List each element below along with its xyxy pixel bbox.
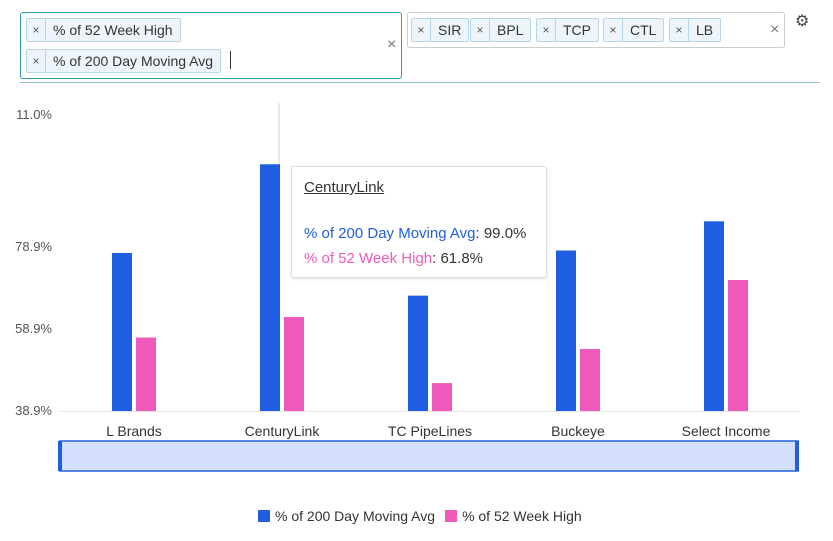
tooltip-series-name: % of 200 Day Moving Avg [304,225,476,242]
legend-item[interactable]: % of 200 Day Moving Avg [258,508,435,524]
y-tick-label: 38.9% [15,403,52,418]
tag-label: CTL [630,22,657,38]
tooltip-row: % of 200 Day Moving Avg: 99.0% [304,225,527,242]
ticker-tag: × BPL [470,18,532,42]
x-tick-label: L Brands [106,423,162,439]
navigator-handle-right[interactable] [795,441,799,471]
y-tick-label: 78.9% [15,239,52,254]
bar[interactable] [284,316,304,411]
remove-tag-icon[interactable]: × [670,19,689,41]
tag-label: % of 52 Week High [53,22,173,38]
remove-tag-icon[interactable]: × [27,19,46,41]
navigator-handle-left[interactable] [58,441,62,471]
x-tick-label: TC PipeLines [388,423,472,439]
bar[interactable] [136,337,156,411]
bar[interactable] [556,250,576,411]
bar[interactable] [260,164,280,411]
legend-swatch [445,510,458,522]
tooltip-row: % of 52 Week High: 61.8% [304,250,484,267]
tooltip-series-name: % of 52 Week High [304,250,433,267]
metric-tag: × % of 52 Week High [26,18,181,42]
legend-swatch [258,510,270,522]
legend-label: % of 200 Day Moving Avg [275,508,436,524]
x-tick-label: Buckeye [551,423,605,439]
gear-icon[interactable]: ⚙ [795,13,810,30]
legend-item[interactable]: % of 52 Week High [445,508,582,524]
tooltip-title: CenturyLink [304,179,385,196]
metric-selector[interactable]: × % of 52 Week High × % of 200 Day Movin… [20,12,402,79]
tag-label: BPL [497,22,524,38]
bar[interactable] [432,383,452,411]
remove-tag-icon[interactable]: × [27,50,46,72]
tooltip-value: 61.8% [440,250,484,267]
tag-label: % of 200 Day Moving Avg [53,53,214,69]
ticker-tag: × TCP [536,18,599,42]
tooltip-value: 99.0% [483,225,527,242]
bar[interactable] [580,349,600,411]
remove-tag-icon[interactable]: × [412,19,431,41]
tag-label: TCP [563,22,591,38]
ticker-selector[interactable]: × SIR × BPL × TCP × CTL × LB × [407,12,785,48]
legend-label: % of 52 Week High [462,508,582,524]
text-cursor [230,51,231,69]
bar[interactable] [728,280,748,411]
bar[interactable] [704,221,724,411]
tag-label: LB [696,22,714,38]
x-tick-label: CenturyLink [245,423,321,439]
ticker-tag: × CTL [603,18,665,42]
remove-tag-icon[interactable]: × [537,19,556,41]
range-navigator[interactable] [59,440,799,472]
remove-tag-icon[interactable]: × [471,19,490,41]
x-tick-label: Select Income [682,423,771,439]
divider [20,82,820,83]
chart-legend: % of 200 Day Moving Avg % of 52 Week Hig… [258,508,592,524]
y-tick-label: 58.9% [15,321,52,336]
bar[interactable] [408,295,428,411]
clear-metrics-icon[interactable]: × [387,36,397,53]
clear-tickers-icon[interactable]: × [770,21,780,38]
tag-label: SIR [438,22,462,38]
remove-tag-icon[interactable]: × [604,19,623,41]
metric-tag: × % of 200 Day Moving Avg [26,49,222,73]
bar[interactable] [112,252,132,411]
y-tick-label: 11.0% [16,107,52,122]
ticker-tag: × SIR [411,18,470,42]
ticker-tag: × LB [669,18,722,42]
chart-tooltip: CenturyLink % of 200 Day Moving Avg: 99.… [291,166,547,278]
